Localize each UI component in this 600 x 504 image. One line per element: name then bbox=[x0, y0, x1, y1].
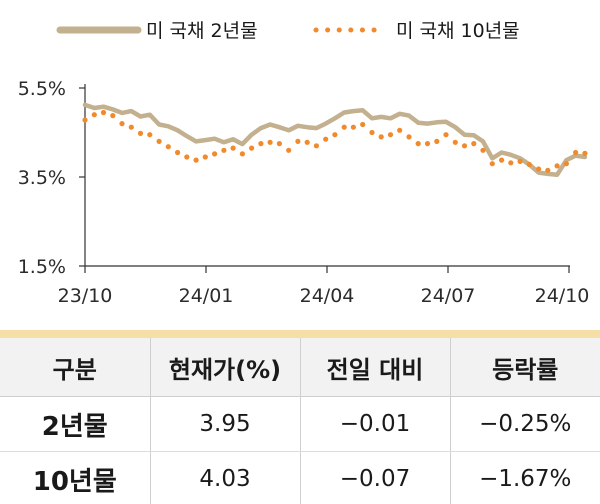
data-point-10y bbox=[267, 139, 273, 145]
data-point-10y bbox=[286, 147, 292, 153]
data-point-10y bbox=[461, 143, 468, 149]
data-point-10y bbox=[184, 154, 190, 160]
x-tick-label: 24/07 bbox=[421, 285, 476, 307]
data-point-10y bbox=[156, 138, 162, 144]
data-point-10y bbox=[82, 117, 88, 123]
data-point-10y bbox=[573, 149, 579, 156]
data-point-10y bbox=[91, 112, 97, 118]
data-point-10y bbox=[295, 138, 301, 144]
data-point-10y bbox=[193, 157, 199, 163]
data-point-10y bbox=[387, 132, 394, 138]
header-day-change: 전일 대비 bbox=[299, 338, 450, 397]
data-point-10y bbox=[360, 121, 366, 128]
cell-change-rate: −0.25% bbox=[449, 396, 600, 452]
data-point-10y bbox=[369, 129, 375, 136]
data-point-10y bbox=[536, 166, 542, 172]
x-tick-label: 24/10 bbox=[535, 285, 590, 307]
data-point-10y bbox=[499, 157, 505, 163]
data-point-10y bbox=[406, 134, 412, 140]
data-point-10y bbox=[350, 124, 356, 130]
data-point-10y bbox=[147, 132, 153, 138]
cell-current-price: 3.95 bbox=[149, 396, 300, 452]
data-point-10y bbox=[165, 144, 171, 150]
data-point-10y bbox=[100, 109, 107, 116]
data-point-10y bbox=[119, 121, 125, 127]
data-point-10y bbox=[378, 134, 384, 140]
data-point-10y bbox=[397, 127, 403, 133]
legend-label-10y: 미 국채 10년물 bbox=[396, 20, 520, 42]
x-axis: 23/10 24/01 24/04 24/07 24/10 bbox=[58, 266, 590, 307]
cell-current-price: 4.03 bbox=[149, 451, 300, 504]
data-point-10y bbox=[239, 151, 245, 157]
chart-legend: 미 국채 2년물 미 국채 10년물 bbox=[56, 20, 520, 42]
series-points-10y bbox=[82, 109, 588, 173]
y-tick-label: 1.5% bbox=[18, 256, 66, 278]
data-point-10y bbox=[175, 149, 181, 156]
header-change-rate: 등락률 bbox=[449, 338, 600, 397]
legend-item-10y: 미 국채 10년물 bbox=[313, 20, 520, 42]
data-point-10y bbox=[471, 141, 477, 147]
x-tick-label: 24/04 bbox=[300, 285, 355, 307]
data-point-10y bbox=[304, 139, 310, 145]
data-point-10y bbox=[545, 167, 551, 173]
data-point-10y bbox=[443, 132, 449, 138]
yield-quote-table: 구분 현재가(%) 전일 대비 등락률 2년물 3.95 −0.01 −0.25… bbox=[0, 338, 600, 504]
cell-day-change: −0.01 bbox=[299, 396, 450, 452]
data-point-10y bbox=[230, 145, 236, 151]
data-point-10y bbox=[258, 141, 264, 147]
data-point-10y bbox=[517, 158, 523, 164]
data-point-10y bbox=[341, 124, 347, 130]
data-point-10y bbox=[452, 139, 458, 145]
data-point-10y bbox=[563, 161, 570, 167]
row-label-2y: 2년물 bbox=[0, 396, 150, 452]
header-current-price: 현재가(%) bbox=[149, 338, 300, 397]
data-point-10y bbox=[554, 163, 560, 169]
legend-item-2y: 미 국채 2년물 bbox=[56, 20, 258, 42]
table-row: 2년물 3.95 −0.01 −0.25% bbox=[0, 396, 600, 452]
x-tick-label: 23/10 bbox=[58, 285, 113, 307]
data-point-10y bbox=[128, 124, 134, 130]
y-tick-label: 5.5% bbox=[18, 78, 66, 100]
y-tick-label: 3.5% bbox=[18, 167, 66, 189]
cell-day-change: −0.07 bbox=[299, 451, 450, 504]
data-point-10y bbox=[424, 141, 431, 147]
data-point-10y bbox=[415, 141, 421, 147]
data-point-10y bbox=[434, 138, 440, 144]
legend-label-2y: 미 국채 2년물 bbox=[146, 20, 258, 42]
data-point-10y bbox=[323, 136, 329, 142]
table-row: 10년물 4.03 −0.07 −1.67% bbox=[0, 451, 600, 504]
x-tick-label: 24/01 bbox=[179, 285, 234, 307]
row-label-10y: 10년물 bbox=[0, 451, 150, 504]
header-category: 구분 bbox=[0, 338, 150, 397]
data-point-10y bbox=[276, 141, 282, 147]
data-point-10y bbox=[212, 151, 218, 157]
data-point-10y bbox=[332, 132, 338, 138]
data-point-10y bbox=[582, 150, 588, 156]
data-point-10y bbox=[489, 161, 495, 167]
data-point-10y bbox=[249, 145, 255, 151]
table-header-row: 구분 현재가(%) 전일 대비 등락률 bbox=[0, 338, 600, 397]
y-axis: 5.5% 3.5% 1.5% bbox=[18, 78, 85, 278]
data-point-10y bbox=[480, 147, 486, 153]
data-point-10y bbox=[202, 154, 208, 160]
data-point-10y bbox=[137, 130, 144, 136]
data-point-10y bbox=[508, 160, 514, 166]
data-point-10y bbox=[221, 147, 227, 153]
cell-change-rate: −1.67% bbox=[449, 451, 600, 504]
data-point-10y bbox=[526, 161, 532, 168]
table-accent-rule bbox=[0, 330, 600, 338]
series-line-2y bbox=[82, 102, 588, 178]
data-point-10y bbox=[110, 113, 116, 119]
data-point-10y bbox=[313, 143, 319, 149]
yield-line-chart: 미 국채 2년물 미 국채 10년물 5.5% 3.5% 1.5% bbox=[18, 20, 590, 307]
